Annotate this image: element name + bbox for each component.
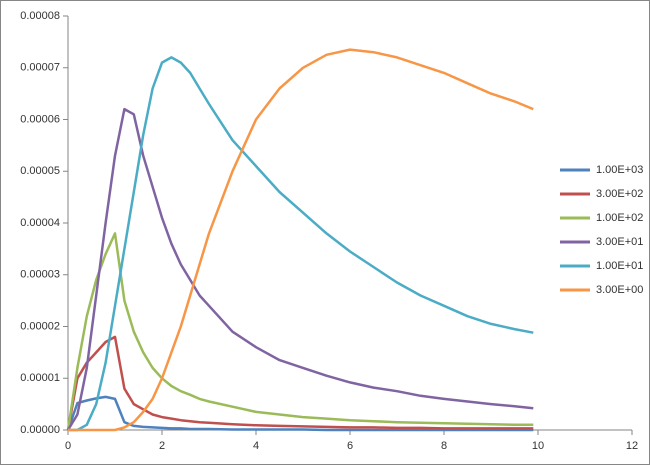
- legend-label: 3.00E+02: [596, 188, 643, 200]
- y-tick-label: 0.00007: [20, 62, 60, 74]
- series-line: [66, 107, 534, 431]
- series-line: [66, 395, 534, 432]
- x-tick-label: 10: [532, 440, 544, 452]
- x-tick-label: 8: [441, 440, 447, 452]
- x-tick-label: 4: [253, 440, 259, 452]
- legend-label: 1.00E+03: [596, 164, 643, 176]
- series-line: [66, 335, 534, 431]
- y-tick-label: 0.00004: [20, 217, 60, 229]
- x-tick-label: 0: [65, 440, 71, 452]
- y-tick-label: 0.00001: [20, 372, 60, 384]
- x-tick-label: 2: [159, 440, 165, 452]
- series-line: [68, 48, 534, 432]
- x-tick-label: 6: [347, 440, 353, 452]
- legend-label: 3.00E+01: [596, 236, 643, 248]
- y-tick-label: 0.00005: [20, 165, 60, 177]
- x-tick-label: 12: [626, 440, 638, 452]
- series-line: [66, 232, 534, 431]
- y-tick-label: 0.00003: [20, 269, 60, 281]
- y-tick-label: 0.00008: [20, 10, 60, 22]
- y-tick-label: 0.00000: [20, 424, 60, 436]
- y-tick-label: 0.00006: [20, 113, 60, 125]
- legend-label: 3.00E+00: [596, 284, 643, 296]
- legend-label: 1.00E+02: [596, 212, 643, 224]
- y-tick-label: 0.00002: [20, 320, 60, 332]
- legend-label: 1.00E+01: [596, 260, 643, 272]
- series-line: [68, 56, 534, 432]
